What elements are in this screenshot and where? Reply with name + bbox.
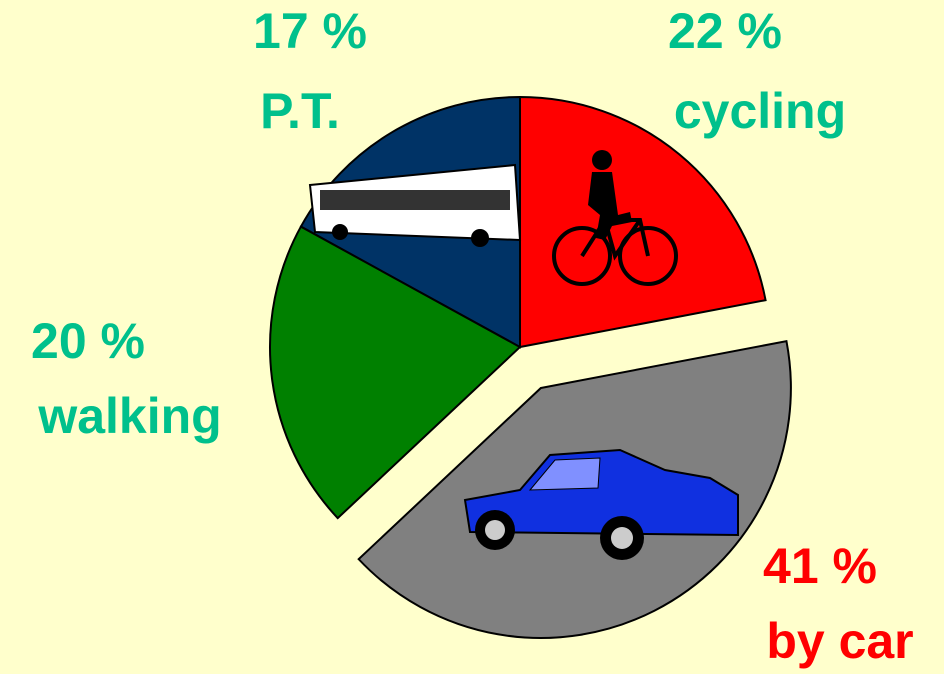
category-label: P.T.: [260, 83, 340, 139]
bus-wheel: [471, 229, 489, 247]
rider-head: [592, 150, 612, 170]
value-label: 41 %: [763, 538, 877, 594]
bus-wheel: [332, 224, 348, 240]
value-label: 22 %: [668, 3, 782, 59]
category-label: by car: [766, 613, 913, 669]
car-wheel: [611, 527, 633, 549]
category-label: cycling: [674, 83, 846, 139]
car-wheel: [485, 520, 505, 540]
value-label: 20 %: [31, 313, 145, 369]
chart: 22 % cycling 41 % by car 20 % walking 17 % P.T.: [0, 0, 944, 674]
value-label: 17 %: [253, 3, 367, 59]
category-label: walking: [37, 388, 221, 444]
bus-window: [320, 190, 510, 210]
